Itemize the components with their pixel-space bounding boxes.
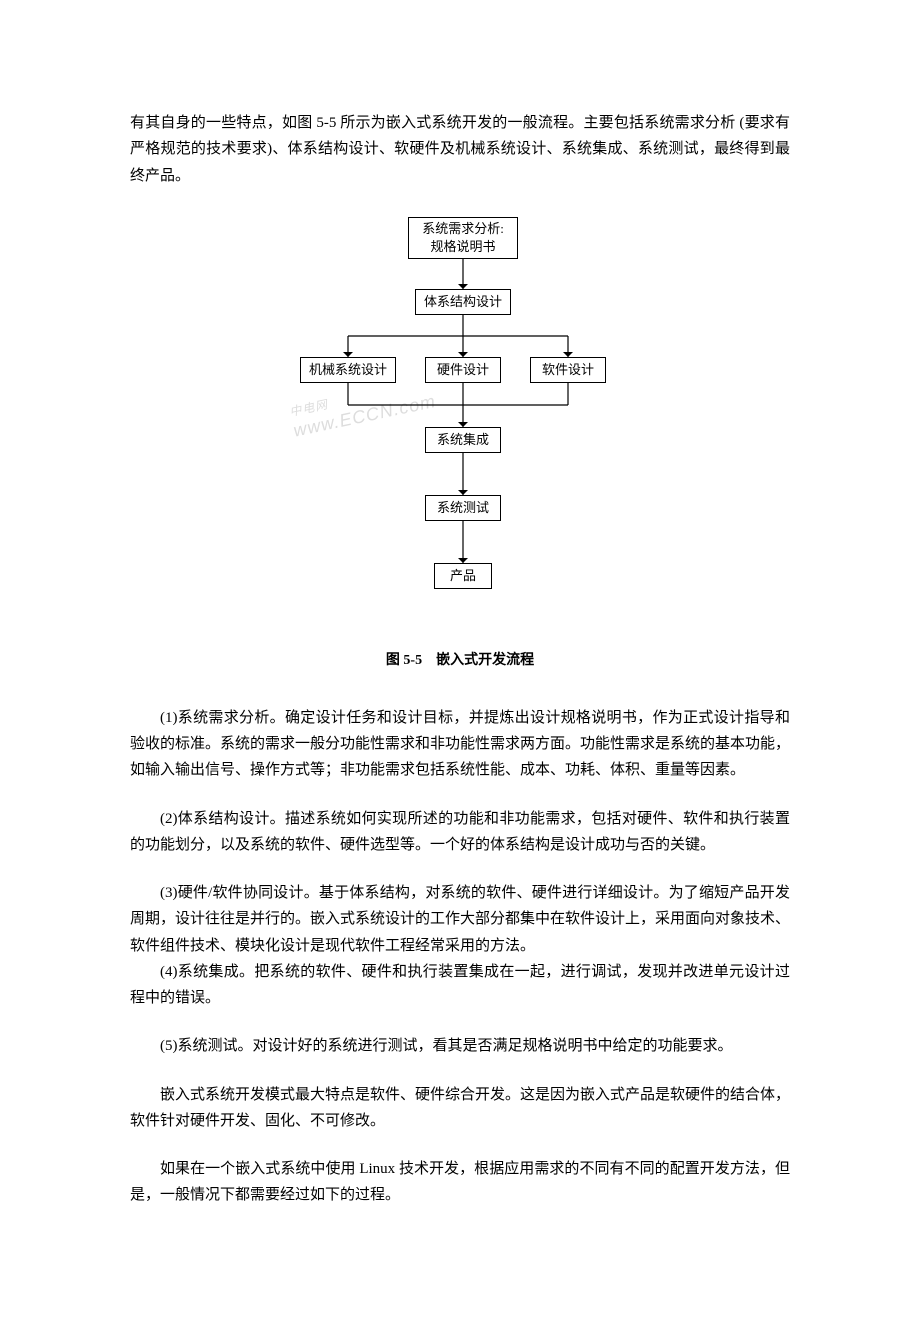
paragraph-1: (1)系统需求分析。确定设计任务和设计目标，并提炼出设计规格说明书，作为正式设计… xyxy=(130,705,790,784)
flow-node-n5: 软件设计 xyxy=(530,357,606,383)
flow-node-n2: 体系结构设计 xyxy=(415,289,511,315)
flow-node-n7: 系统测试 xyxy=(425,495,501,521)
flow-node-n1: 系统需求分析: 规格说明书 xyxy=(408,217,518,259)
paragraph-7: 如果在一个嵌入式系统中使用 Linux 技术开发，根据应用需求的不同有不同的配置… xyxy=(130,1156,790,1209)
paragraph-4: (4)系统集成。把系统的软件、硬件和执行装置集成在一起，进行调试，发现并改进单元… xyxy=(130,959,790,1012)
flow-node-n8: 产品 xyxy=(434,563,492,589)
paragraph-5: (5)系统测试。对设计好的系统进行测试，看其是否满足规格说明书中给定的功能要求。 xyxy=(130,1033,790,1059)
flow-node-n3: 机械系统设计 xyxy=(300,357,396,383)
flow-node-n6: 系统集成 xyxy=(425,427,501,453)
flow-node-n4: 硬件设计 xyxy=(425,357,501,383)
figure-caption: 图 5-5 嵌入式开发流程 xyxy=(260,649,660,669)
flowchart-diagram: 中电网 www.ECCN.com 系统需求分析: 规格说明书体系结构设计机械系统… xyxy=(260,217,660,637)
intro-paragraph: 有其自身的一些特点，如图 5-5 所示为嵌入式系统开发的一般流程。主要包括系统需… xyxy=(130,110,790,189)
paragraph-2: (2)体系结构设计。描述系统如何实现所述的功能和非功能需求，包括对硬件、软件和执… xyxy=(130,806,790,859)
paragraph-3: (3)硬件/软件协同设计。基于体系结构，对系统的软件、硬件进行详细设计。为了缩短… xyxy=(130,880,790,959)
flowchart-container: 中电网 www.ECCN.com 系统需求分析: 规格说明书体系结构设计机械系统… xyxy=(130,217,790,669)
paragraph-6: 嵌入式系统开发模式最大特点是软件、硬件综合开发。这是因为嵌入式产品是软硬件的结合… xyxy=(130,1082,790,1135)
